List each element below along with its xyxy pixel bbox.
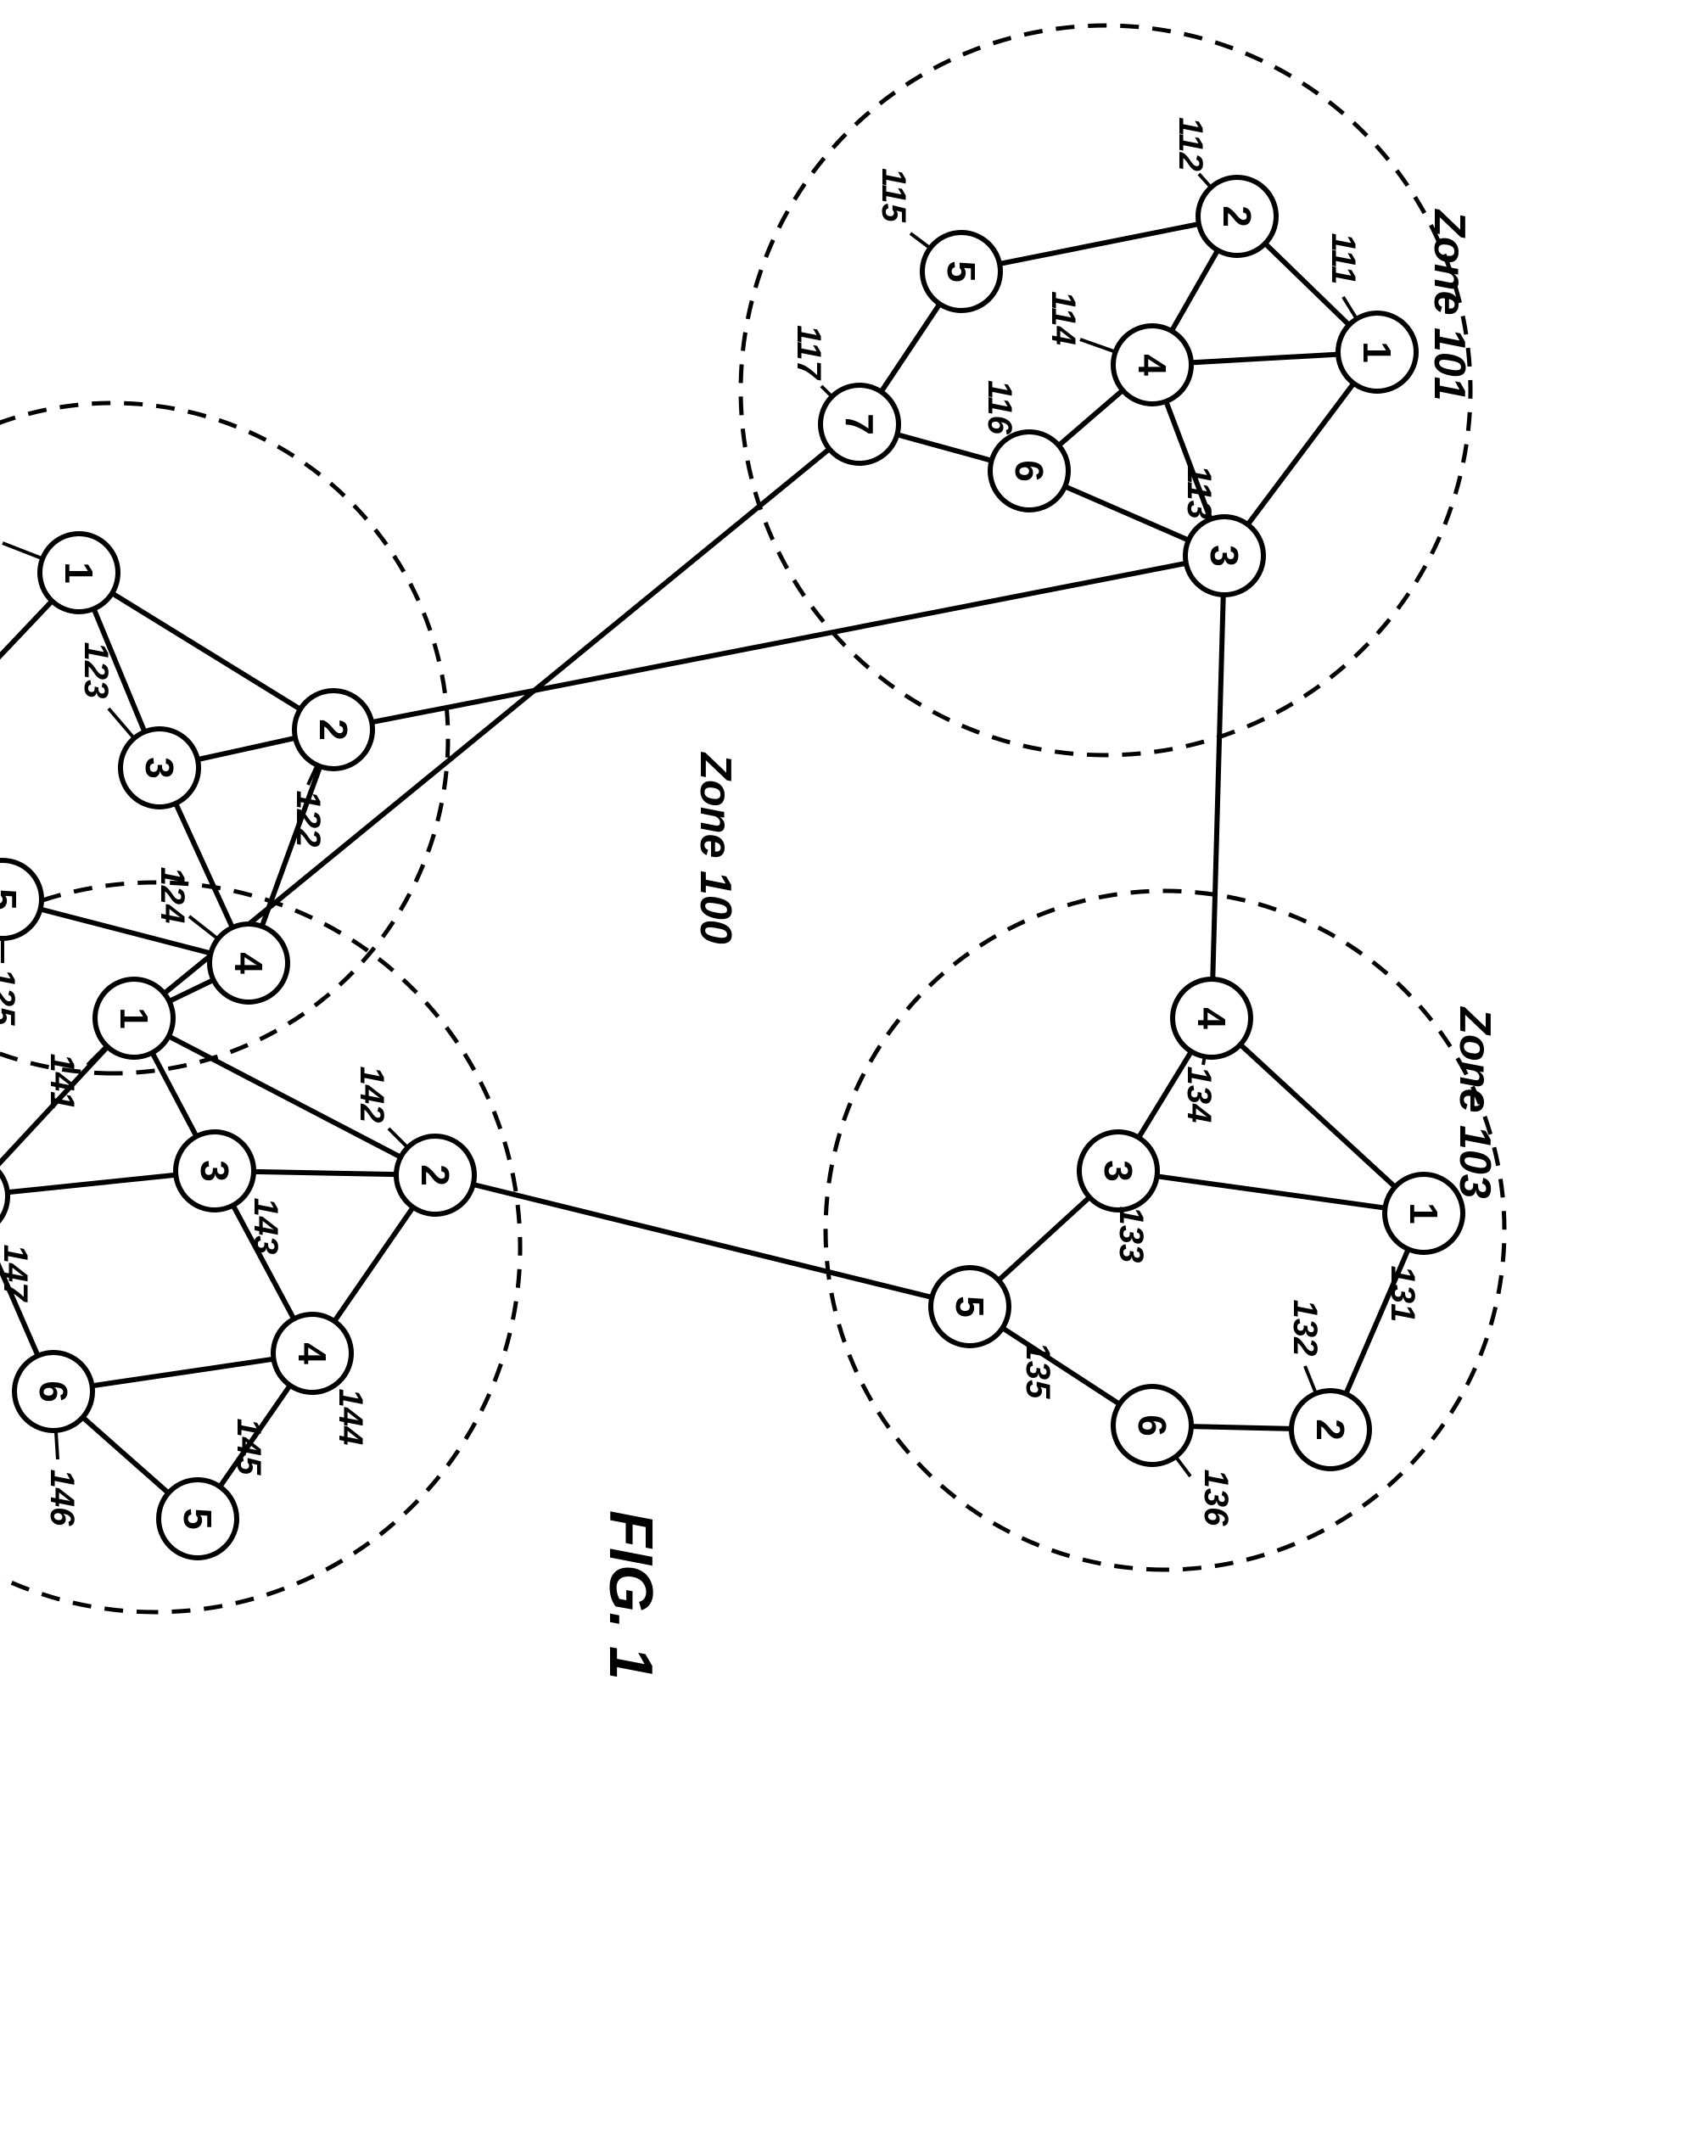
zone100-title: Zone 100: [691, 751, 740, 944]
zone101-title: Zone 101: [1425, 208, 1474, 400]
ref-tick: [87, 1046, 106, 1065]
ref-tick: [3, 543, 42, 558]
ref-tick: [1080, 339, 1116, 352]
zone104-ref-146: 146: [43, 1470, 81, 1526]
edge: [1000, 224, 1199, 264]
zone101-ref-114: 114: [1044, 291, 1082, 345]
zone101-ref-115: 115: [875, 168, 912, 223]
zone103-ref-133: 133: [1112, 1207, 1150, 1263]
zone101-node-5-label: 5: [939, 260, 983, 283]
ref-tick: [1343, 297, 1357, 319]
zone101-node-2-label: 2: [1215, 205, 1259, 227]
figure-label: FIG. 1: [596, 1510, 664, 1680]
ref-tick: [109, 708, 134, 738]
zone104-ref-142: 142: [353, 1067, 390, 1123]
zone104-node-5-label: 5: [176, 1508, 220, 1530]
zone104-node-3-label: 3: [193, 1160, 237, 1182]
zone101-ref-111: 111: [1324, 233, 1362, 285]
zone102-ref-123: 123: [77, 642, 115, 699]
zone101-node-3-label: 3: [1202, 545, 1246, 567]
zone101-node-4-label: 4: [1130, 354, 1174, 376]
zone103-node-6-label: 6: [1130, 1414, 1174, 1436]
edge: [1191, 1426, 1291, 1429]
edge: [897, 434, 991, 461]
zone104-ref-143: 143: [247, 1198, 284, 1255]
zone101-node-6-label: 6: [1007, 460, 1051, 482]
edge: [92, 1359, 274, 1386]
zone104-node-4-label: 4: [290, 1342, 334, 1364]
edge: [372, 563, 1186, 722]
zone103-node-4-label: 4: [1190, 1007, 1234, 1029]
zone102-node-5-label: 5: [0, 888, 25, 910]
ref-tick: [1176, 1457, 1190, 1476]
zone102-ref-124: 124: [154, 867, 191, 924]
edge: [198, 738, 295, 759]
zone102-node-2-label: 2: [311, 719, 356, 741]
zone103-ref-131: 131: [1384, 1266, 1421, 1323]
edge: [1065, 486, 1189, 540]
ref-tick: [389, 1128, 407, 1147]
zone104-node-7: [0, 1157, 8, 1235]
zone104-ref-145: 145: [230, 1419, 267, 1476]
edge: [112, 593, 300, 709]
zone104-node-2-label: 2: [413, 1164, 457, 1186]
edge: [334, 1207, 413, 1321]
zone101-ref-116: 116: [981, 380, 1018, 435]
zone101-node-7-label: 7: [837, 413, 882, 435]
zone103-node-1-label: 1: [1402, 1202, 1446, 1224]
edge: [8, 1175, 176, 1193]
zone101-node-1-label: 1: [1355, 341, 1399, 363]
ref-tick: [1203, 1056, 1205, 1065]
ref-tick: [1305, 1366, 1316, 1393]
edge: [1248, 384, 1354, 524]
zone103-node-2-label: 2: [1308, 1419, 1352, 1441]
zone104-node-6-label: 6: [31, 1380, 76, 1403]
ref-tick: [910, 233, 930, 248]
zone102-node-3-label: 3: [137, 757, 182, 779]
zone104-ref-147: 147: [0, 1245, 34, 1302]
edge: [1212, 595, 1223, 979]
zone103-ref-134: 134: [1180, 1067, 1218, 1123]
zone102-node-1-label: 1: [57, 562, 101, 584]
zone102-ref-125: 125: [0, 969, 21, 1026]
edge: [152, 1053, 196, 1137]
ref-tick: [821, 386, 832, 396]
edge: [254, 1172, 396, 1174]
zone103-node-5-label: 5: [948, 1296, 992, 1318]
edge: [1157, 1176, 1386, 1207]
zone103-node-3-label: 3: [1096, 1160, 1140, 1182]
zone102-node-4-label: 4: [227, 952, 271, 974]
zone104-ref-141: 141: [43, 1054, 81, 1111]
edge: [82, 1417, 168, 1492]
zone101-ref-112: 112: [1172, 117, 1209, 171]
edge: [999, 1197, 1089, 1280]
network-diagram: 1234567123456123456123456711111211311411…: [0, 0, 1708, 2156]
zone102-ref-122: 122: [289, 791, 327, 848]
zone103-ref-132: 132: [1286, 1300, 1324, 1357]
ref-tick: [189, 916, 218, 939]
ref-tick: [56, 1431, 58, 1459]
zone104-node-1-label: 1: [112, 1007, 156, 1029]
edge: [473, 1184, 932, 1297]
zone103-title: Zone 103: [1450, 1005, 1499, 1198]
zone104-ref-144: 144: [332, 1389, 369, 1446]
edge: [1059, 390, 1123, 445]
edge: [1172, 250, 1218, 331]
zone101-ref-117: 117: [790, 325, 827, 381]
zone103-ref-136: 136: [1197, 1470, 1235, 1526]
edge: [882, 304, 940, 391]
edge: [1240, 1044, 1395, 1187]
zone103-ref-135: 135: [1019, 1342, 1056, 1399]
ref-tick: [1199, 174, 1211, 188]
edge: [0, 601, 52, 709]
zone101-ref-113: 113: [1180, 465, 1218, 519]
edge: [1191, 355, 1338, 363]
